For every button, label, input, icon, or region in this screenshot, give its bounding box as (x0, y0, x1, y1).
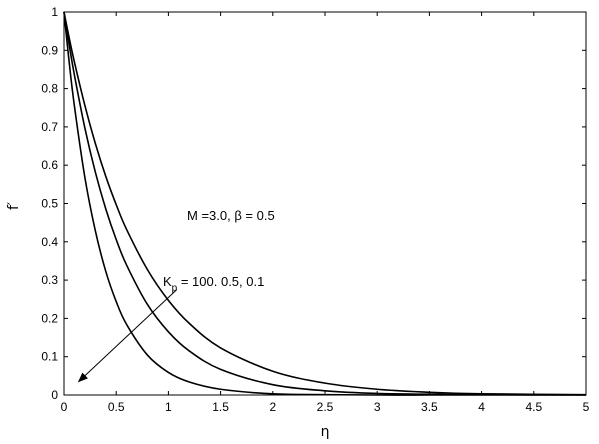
x-tick-label: 4 (478, 400, 485, 414)
x-tick-label: 0.5 (108, 400, 125, 414)
x-tick-label: 3.5 (421, 400, 438, 414)
x-tick-label: 4.5 (525, 400, 542, 414)
kp-annotation: Kp = 100. 0.5, 0.1 (163, 274, 264, 294)
params-annotation: M =3.0, β = 0.5 (187, 208, 275, 223)
x-axis-ticks: 0 0.5 1 1.5 2 2.5 3 3.5 4 4.5 5 (61, 12, 590, 414)
y-tick-label: 0.9 (41, 43, 58, 57)
y-tick-label: 0.2 (41, 311, 58, 325)
y-tick-label: 0.1 (41, 350, 58, 364)
y-tick-label: 1 (51, 5, 58, 19)
y-axis-ticks: 0 0.1 0.2 0.3 0.4 0.5 0.6 0.7 0.8 0.9 1 (41, 5, 586, 402)
x-tick-label: 2.5 (317, 400, 334, 414)
y-tick-label: 0.4 (41, 235, 58, 249)
x-tick-label: 5 (583, 400, 590, 414)
kp-arrow (77, 289, 178, 383)
y-tick-label: 0.7 (41, 120, 58, 134)
series-lines (63, 11, 587, 396)
y-tick-label: 0.3 (41, 273, 58, 287)
x-axis-label: η (321, 424, 330, 440)
series-line-2 (63, 11, 587, 396)
y-tick-label: 0 (51, 388, 58, 402)
x-tick-label: 0 (61, 400, 68, 414)
series-line-3 (63, 11, 587, 396)
series-line-1 (63, 11, 586, 396)
y-tick-label: 0.8 (41, 82, 58, 96)
x-tick-label: 1.5 (212, 400, 229, 414)
y-axis-label: f′ (6, 202, 22, 210)
y-tick-label: 0.6 (41, 158, 58, 172)
x-tick-label: 3 (374, 400, 381, 414)
x-tick-label: 2 (269, 400, 276, 414)
plot-area (63, 11, 587, 396)
y-tick-label: 0.5 (41, 197, 58, 211)
x-tick-label: 1 (165, 400, 172, 414)
